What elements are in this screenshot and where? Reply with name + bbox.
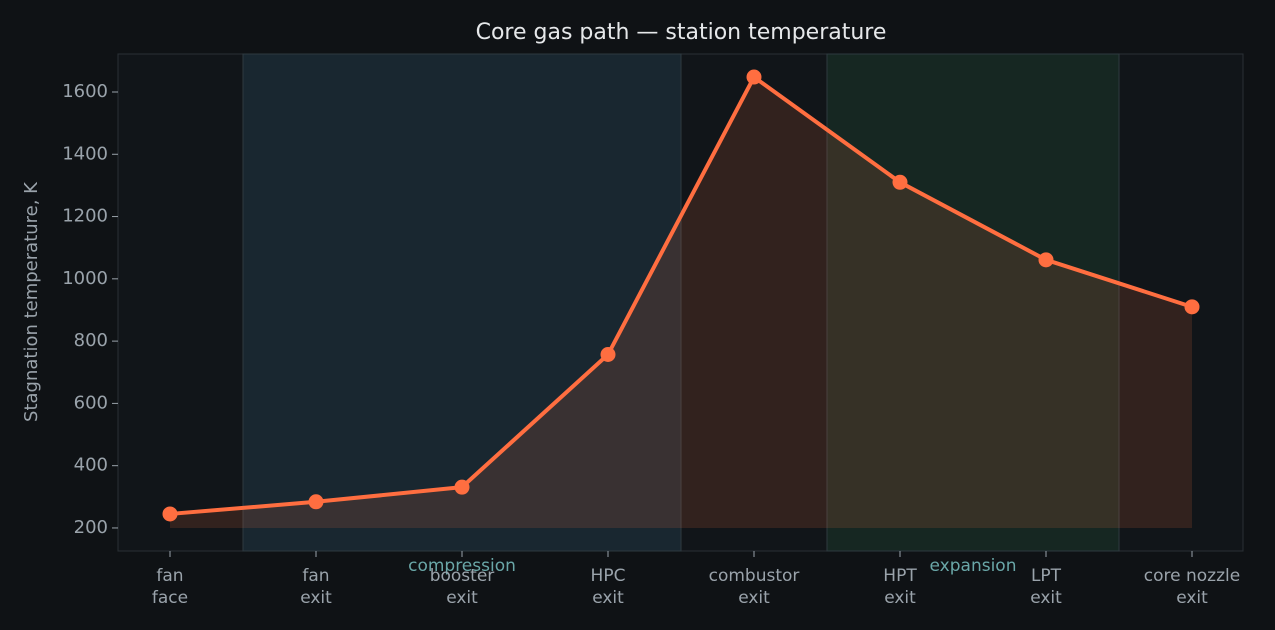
y-tick-label: 1600 <box>62 81 108 102</box>
x-tick-label: fan exit <box>300 566 332 608</box>
line <box>169 75 1193 516</box>
region <box>826 53 1120 552</box>
x-tick-label: HPC exit <box>591 566 626 608</box>
y-tick-label: 1000 <box>62 268 108 289</box>
chart-title: Core gas path — station temperature <box>476 20 887 45</box>
x-tick-label: core nozzle exit <box>1144 566 1240 608</box>
y-tick-label: 1400 <box>62 143 108 164</box>
point <box>308 494 324 510</box>
point <box>162 506 178 522</box>
region <box>242 53 682 552</box>
area <box>170 77 1192 528</box>
y-tick-label: 1200 <box>62 206 108 227</box>
point <box>1184 299 1200 315</box>
y-tick-label: 800 <box>74 330 108 351</box>
y-axis-label: Stagnation temperature, K <box>21 181 42 422</box>
x-tick-label: HPT exit <box>883 566 917 608</box>
y-tick-label: 200 <box>74 517 108 538</box>
point <box>1038 252 1054 268</box>
x-tick-label: LPT exit <box>1030 566 1062 608</box>
x-tick-label: fan face <box>152 566 188 608</box>
point <box>454 479 470 495</box>
region-label: expansion <box>930 556 1017 576</box>
x-tick-label: booster exit <box>430 566 495 608</box>
y-tick-label: 600 <box>74 392 108 413</box>
point <box>746 69 762 85</box>
point <box>600 347 616 363</box>
point <box>892 174 908 190</box>
region-label: compression <box>408 556 516 576</box>
x-tick-label: combustor exit <box>709 566 800 608</box>
y-tick-label: 400 <box>74 455 108 476</box>
